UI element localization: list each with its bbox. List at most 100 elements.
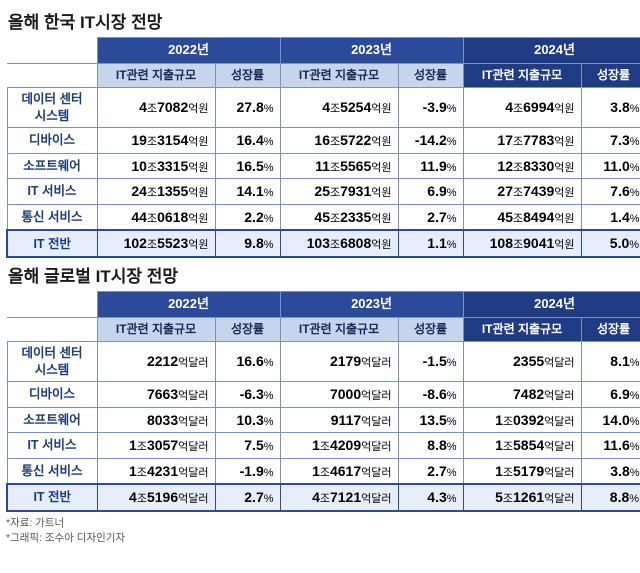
korea-table: 2022년2023년2024년IT관련 지출규모성장률IT관련 지출규모성장률I… bbox=[6, 37, 640, 258]
spend-cell: 7000억달러 bbox=[280, 381, 398, 407]
spend-cell: 1조5179억달러 bbox=[463, 458, 581, 484]
spend-cell: 2179억달러 bbox=[280, 342, 398, 382]
spend-cell: 4조6994억원 bbox=[463, 88, 581, 128]
year-header: 2022년 bbox=[97, 38, 280, 64]
table-row: IT 전반4조5196억달러2.7%4조7121억달러4.3%5조1261억달러… bbox=[7, 484, 640, 511]
row-label: 데이터 센터시스템 bbox=[7, 342, 97, 382]
spend-cell: 1조4617억달러 bbox=[280, 458, 398, 484]
korea-thead: 2022년2023년2024년IT관련 지출규모성장률IT관련 지출규모성장률I… bbox=[7, 38, 640, 88]
row-label: 디바이스 bbox=[7, 127, 97, 153]
subheader-blank bbox=[7, 317, 97, 342]
year-header: 2024년 bbox=[463, 291, 640, 317]
spend-cell: 8033억달러 bbox=[97, 407, 215, 433]
spend-cell: 2355억달러 bbox=[463, 342, 581, 382]
header-blank bbox=[7, 291, 97, 317]
row-label: IT 서비스 bbox=[7, 433, 97, 459]
subheader-growth: 성장률 bbox=[398, 63, 463, 88]
spend-cell: 27조7439억원 bbox=[463, 179, 581, 205]
growth-cell: 7.5% bbox=[215, 433, 280, 459]
subheader-spend: IT관련 지출규모 bbox=[463, 317, 581, 342]
growth-cell: -8.6% bbox=[398, 381, 463, 407]
growth-cell: -1.5% bbox=[398, 342, 463, 382]
subheader-growth: 성장률 bbox=[581, 317, 640, 342]
growth-cell: 2.7% bbox=[398, 458, 463, 484]
subheader-growth: 성장률 bbox=[581, 63, 640, 88]
growth-cell: 8.8% bbox=[581, 484, 640, 511]
spend-cell: 4조5254억원 bbox=[280, 88, 398, 128]
spend-cell: 4조5196억달러 bbox=[97, 484, 215, 511]
spend-cell: 1조3057억달러 bbox=[97, 433, 215, 459]
subheader-growth: 성장률 bbox=[215, 317, 280, 342]
row-label: IT 서비스 bbox=[7, 179, 97, 205]
footnotes: *자료: 가트너 *그래픽: 조수아 디자인기자 bbox=[6, 516, 634, 545]
header-blank bbox=[7, 38, 97, 64]
spend-cell: 5조1261억달러 bbox=[463, 484, 581, 511]
global-title: 올해 글로벌 IT시장 전망 bbox=[8, 262, 634, 287]
global-table: 2022년2023년2024년IT관련 지출규모성장률IT관련 지출규모성장률I… bbox=[6, 291, 640, 512]
spend-cell: 12조8330억원 bbox=[463, 153, 581, 179]
row-label: IT 전반 bbox=[7, 484, 97, 511]
spend-cell: 10조3315억원 bbox=[97, 153, 215, 179]
spend-cell: 102조5523억원 bbox=[97, 230, 215, 257]
growth-cell: 6.9% bbox=[581, 381, 640, 407]
growth-cell: 6.9% bbox=[398, 179, 463, 205]
spend-cell: 16조5722억원 bbox=[280, 127, 398, 153]
growth-cell: 16.5% bbox=[215, 153, 280, 179]
row-label: IT 전반 bbox=[7, 230, 97, 257]
year-header: 2023년 bbox=[280, 291, 463, 317]
growth-cell: 14.0% bbox=[581, 407, 640, 433]
global-thead: 2022년2023년2024년IT관련 지출규모성장률IT관련 지출규모성장률I… bbox=[7, 291, 640, 341]
subheader-growth: 성장률 bbox=[215, 63, 280, 88]
growth-cell: 11.0% bbox=[581, 153, 640, 179]
row-label: 소프트웨어 bbox=[7, 407, 97, 433]
subheader-growth: 성장률 bbox=[398, 317, 463, 342]
spend-cell: 25조7931억원 bbox=[280, 179, 398, 205]
spend-cell: 17조7783억원 bbox=[463, 127, 581, 153]
growth-cell: -1.9% bbox=[215, 458, 280, 484]
spend-cell: 45조8494억원 bbox=[463, 204, 581, 230]
growth-cell: 11.6% bbox=[581, 433, 640, 459]
spend-cell: 103조6808억원 bbox=[280, 230, 398, 257]
growth-cell: 11.9% bbox=[398, 153, 463, 179]
spend-cell: 4조7082억원 bbox=[97, 88, 215, 128]
spend-cell: 4조7121억달러 bbox=[280, 484, 398, 511]
spend-cell: 7663억달러 bbox=[97, 381, 215, 407]
growth-cell: 4.3% bbox=[398, 484, 463, 511]
spend-cell: 11조5565억원 bbox=[280, 153, 398, 179]
growth-cell: 8.1% bbox=[581, 342, 640, 382]
spend-cell: 44조0618억원 bbox=[97, 204, 215, 230]
growth-cell: -6.3% bbox=[215, 381, 280, 407]
korea-title: 올해 한국 IT시장 전망 bbox=[8, 8, 634, 33]
table-row: 디바이스7663억달러-6.3%7000억달러-8.6%7482억달러6.9% bbox=[7, 381, 640, 407]
year-header: 2024년 bbox=[463, 38, 640, 64]
growth-cell: 3.8% bbox=[581, 458, 640, 484]
row-label: 디바이스 bbox=[7, 381, 97, 407]
growth-cell: 14.1% bbox=[215, 179, 280, 205]
growth-cell: 7.6% bbox=[581, 179, 640, 205]
spend-cell: 1조5854억달러 bbox=[463, 433, 581, 459]
row-label: 소프트웨어 bbox=[7, 153, 97, 179]
subheader-spend: IT관련 지출규모 bbox=[463, 63, 581, 88]
spend-cell: 1조0392억달러 bbox=[463, 407, 581, 433]
spend-cell: 7482억달러 bbox=[463, 381, 581, 407]
korea-section: 올해 한국 IT시장 전망 2022년2023년2024년IT관련 지출규모성장… bbox=[6, 8, 634, 258]
table-row: 데이터 센터시스템2212억달러16.6%2179억달러-1.5%2355억달러… bbox=[7, 342, 640, 382]
growth-cell: 10.3% bbox=[215, 407, 280, 433]
year-header: 2023년 bbox=[280, 38, 463, 64]
growth-cell: 1.1% bbox=[398, 230, 463, 257]
spend-cell: 2212억달러 bbox=[97, 342, 215, 382]
growth-cell: 2.7% bbox=[215, 484, 280, 511]
korea-tbody: 데이터 센터시스템4조7082억원27.8%4조5254억원-3.9%4조699… bbox=[7, 88, 640, 257]
spend-cell: 108조9041억원 bbox=[463, 230, 581, 257]
growth-cell: 3.8% bbox=[581, 88, 640, 128]
growth-cell: 5.0% bbox=[581, 230, 640, 257]
table-row: 소프트웨어10조3315억원16.5%11조5565억원11.9%12조8330… bbox=[7, 153, 640, 179]
row-label: 통신 서비스 bbox=[7, 458, 97, 484]
spend-cell: 1조4231억달러 bbox=[97, 458, 215, 484]
growth-cell: 13.5% bbox=[398, 407, 463, 433]
subheader-spend: IT관련 지출규모 bbox=[280, 63, 398, 88]
subheader-spend: IT관련 지출규모 bbox=[97, 63, 215, 88]
table-row: IT 서비스24조1355억원14.1%25조7931억원6.9%27조7439… bbox=[7, 179, 640, 205]
growth-cell: 1.4% bbox=[581, 204, 640, 230]
growth-cell: 8.8% bbox=[398, 433, 463, 459]
